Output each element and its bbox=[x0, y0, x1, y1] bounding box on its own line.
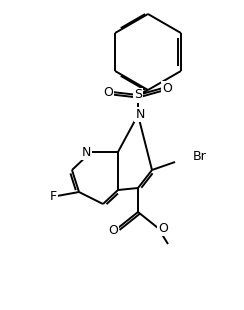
Text: N: N bbox=[81, 145, 91, 158]
Text: O: O bbox=[108, 224, 118, 237]
Text: O: O bbox=[103, 86, 113, 99]
Text: S: S bbox=[134, 88, 142, 101]
Text: Br: Br bbox=[193, 150, 207, 163]
Text: N: N bbox=[135, 108, 145, 121]
Text: O: O bbox=[162, 82, 172, 95]
Text: F: F bbox=[50, 189, 57, 202]
Text: O: O bbox=[158, 222, 168, 234]
